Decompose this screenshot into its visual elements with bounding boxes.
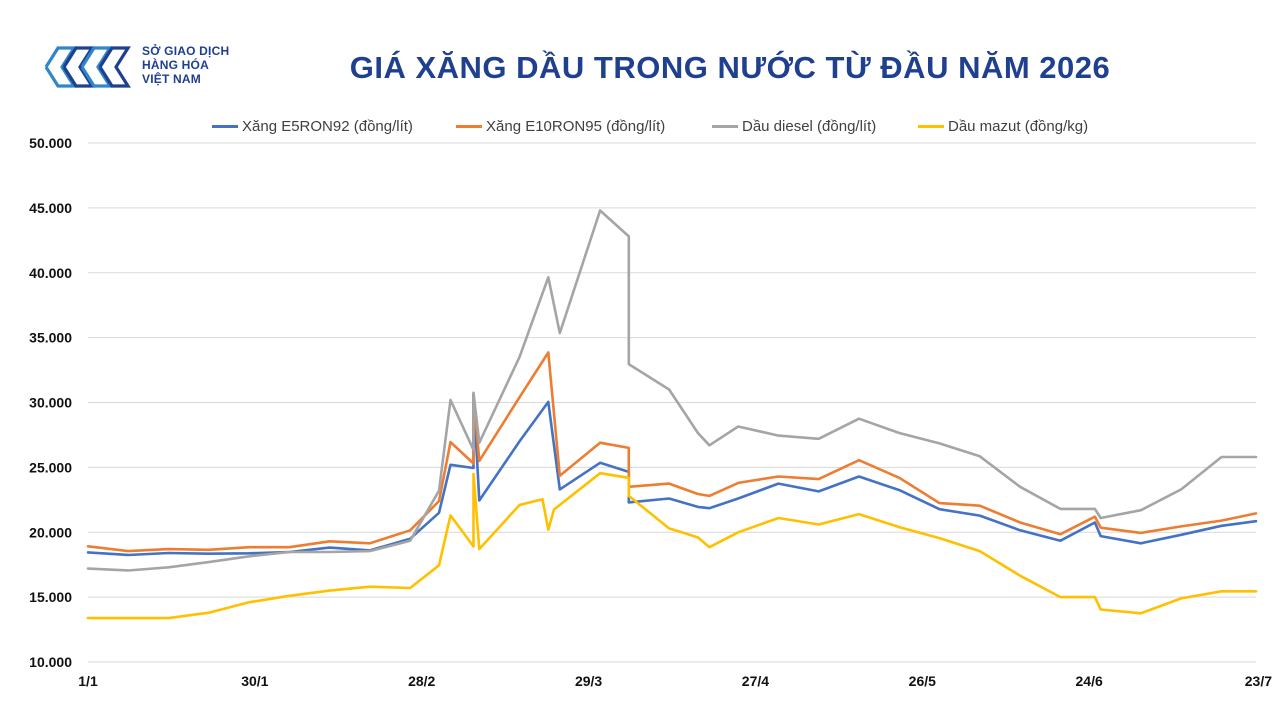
y-tick-label: 35.000 <box>29 330 72 346</box>
logo-line-2: HÀNG HÓA <box>142 58 209 72</box>
legend-label: Dầu mazut (đồng/kg) <box>948 118 1089 135</box>
x-tick-label: 1/1 <box>78 673 98 689</box>
x-tick-label: 26/5 <box>909 673 936 689</box>
legend-item-diesel: Dầu diesel (đồng/lít) <box>712 118 876 135</box>
legend-item-e10ron95: Xăng E10RON95 (đồng/lít) <box>456 118 665 135</box>
legend-swatch <box>212 125 238 128</box>
legend-swatch <box>918 125 944 128</box>
y-tick-label: 30.000 <box>29 395 72 411</box>
logo-text: SỞ GIAO DỊCH HÀNG HÓA VIỆT NAM <box>142 44 229 86</box>
y-tick-label: 45.000 <box>29 200 72 216</box>
legend-item-mazut: Dầu mazut (đồng/kg) <box>918 118 1088 135</box>
y-tick-label: 50.000 <box>29 135 72 151</box>
y-tick-label: 10.000 <box>29 654 72 670</box>
series-line <box>86 351 1258 553</box>
x-tick-label: 27/4 <box>742 673 769 689</box>
y-tick-label: 40.000 <box>29 265 72 281</box>
series-line <box>86 471 1258 620</box>
legend-label: Dầu diesel (đồng/lít) <box>742 118 877 135</box>
logo-mark-icon <box>44 46 131 88</box>
legend-label: Xăng E10RON95 (đồng/lít) <box>486 118 666 135</box>
x-tick-label: 24/6 <box>1076 673 1103 689</box>
y-tick-label: 25.000 <box>29 459 72 475</box>
x-tick-label: 30/1 <box>241 673 268 689</box>
x-tick-label: 23/7 <box>1245 673 1272 689</box>
chart-legend: Xăng E5RON92 (đồng/lít) Xăng E10RON95 (đ… <box>0 118 1280 142</box>
x-tick-label: 29/3 <box>575 673 602 689</box>
x-tick-label: 28/2 <box>408 673 435 689</box>
series-line <box>86 209 1258 572</box>
logo-line-3: VIỆT NAM <box>142 72 201 86</box>
legend-swatch <box>712 125 738 128</box>
series-line <box>86 393 1258 557</box>
legend-label: Xăng E5RON92 (đồng/lít) <box>242 118 413 135</box>
logo: SỞ GIAO DỊCH HÀNG HÓA VIỆT NAM <box>44 42 244 92</box>
legend-swatch <box>456 125 482 128</box>
chart-title: GIÁ XĂNG DẦU TRONG NƯỚC TỪ ĐẦU NĂM 2026 <box>349 50 1111 85</box>
logo-line-1: SỞ GIAO DỊCH <box>142 44 230 58</box>
y-tick-label: 20.000 <box>29 524 72 540</box>
y-tick-label: 15.000 <box>29 589 72 605</box>
legend-item-e5ron92: Xăng E5RON92 (đồng/lít) <box>212 118 413 135</box>
